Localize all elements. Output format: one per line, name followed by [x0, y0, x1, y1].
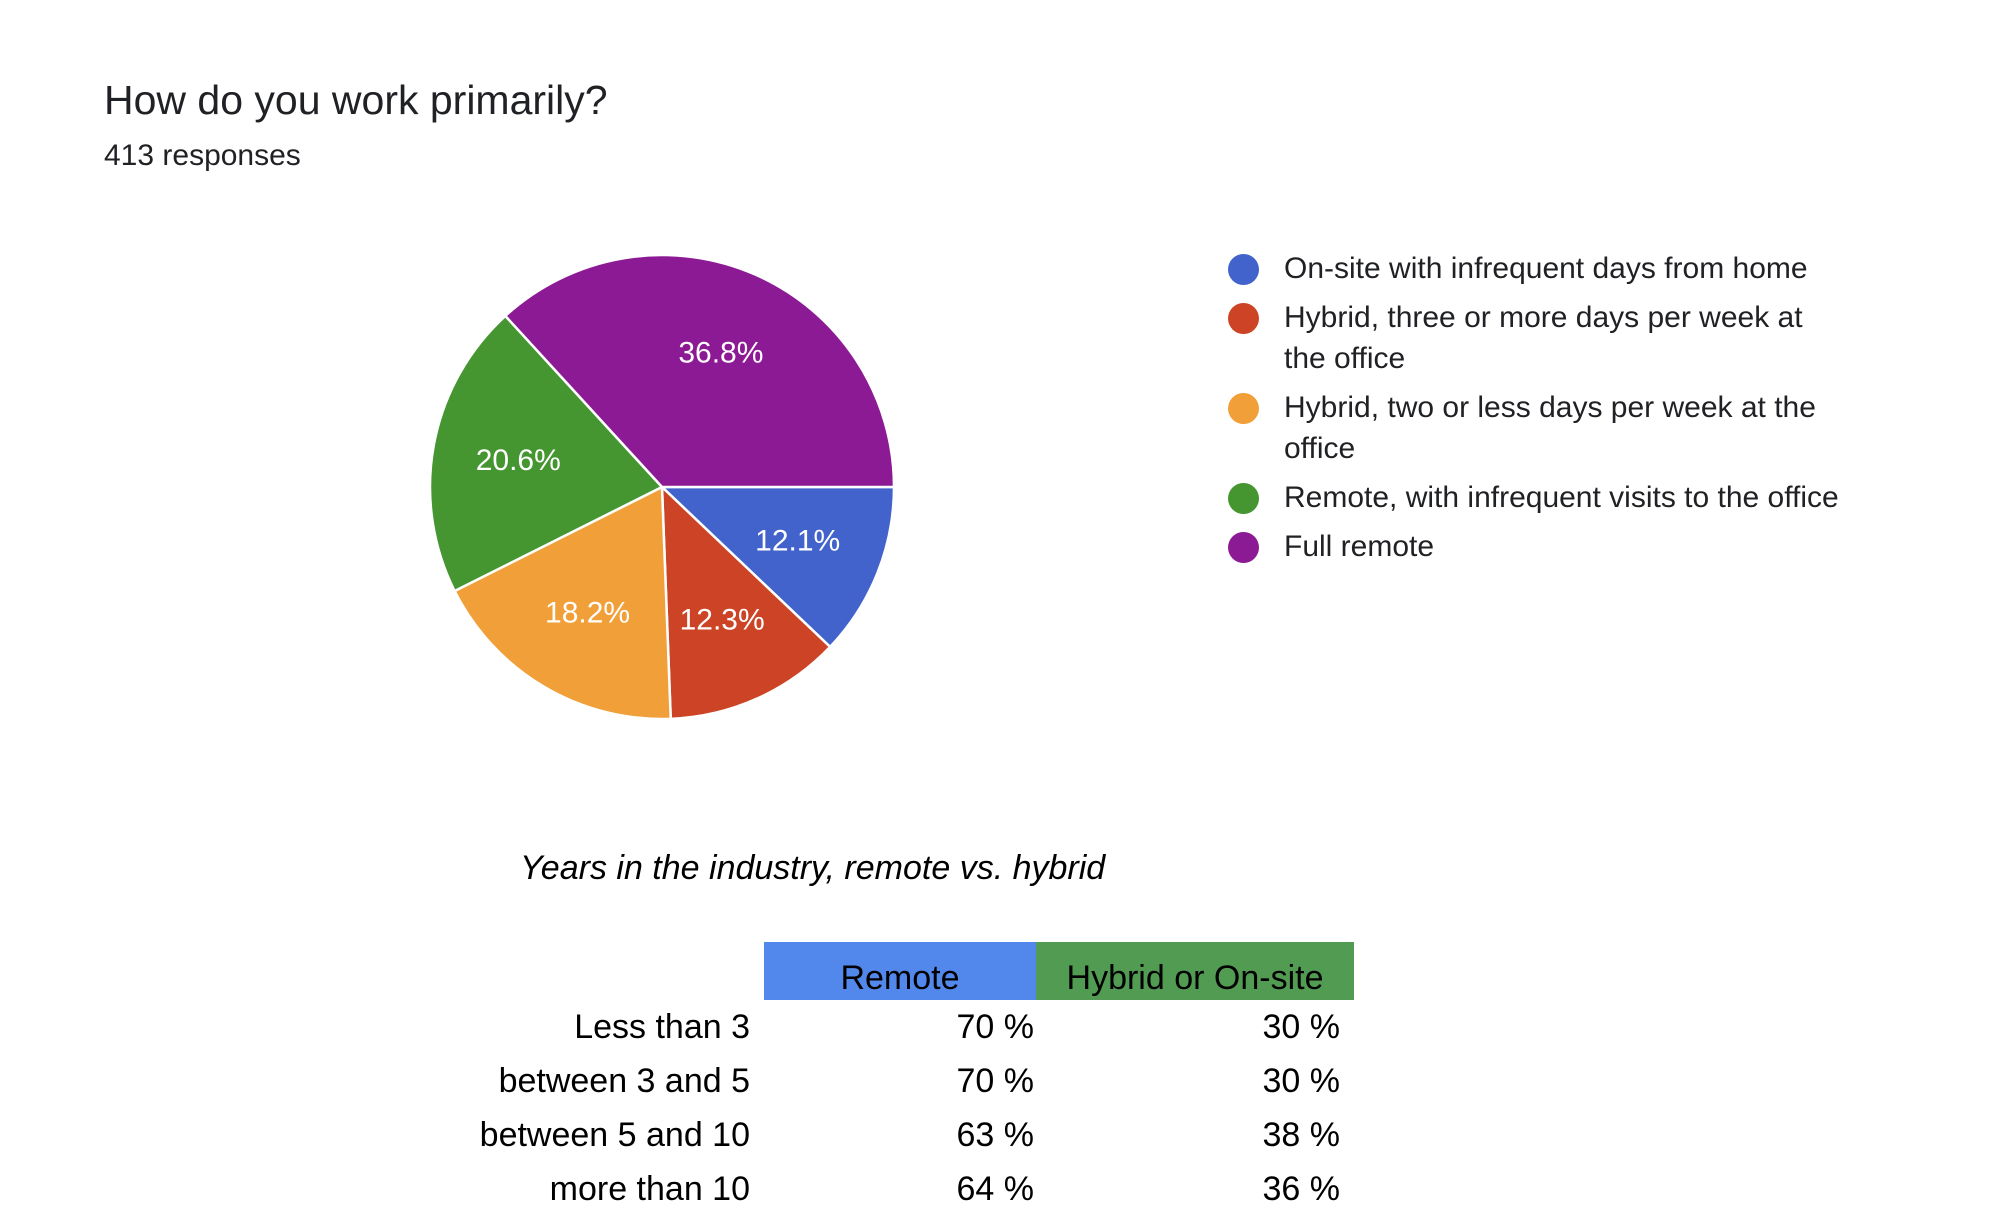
hybrid-value: 36 % [1262, 1169, 1341, 1208]
remote-value: 63 % [956, 1115, 1035, 1154]
remote-value: 70 % [956, 1007, 1035, 1046]
pie-value-label: 12.3% [680, 604, 765, 637]
row-label: Less than 3 [574, 1007, 750, 1046]
pie-value-label: 36.8% [678, 337, 763, 370]
column-header-remote: Remote [764, 942, 1036, 1000]
row-label: between 3 and 5 [498, 1061, 750, 1100]
table-title: Years in the industry, remote vs. hybrid [520, 849, 1106, 887]
table-row: more than 10 64 % 36 % [440, 1162, 1354, 1216]
legend-label: Remote, with infrequent visits to the of… [1284, 481, 1839, 514]
legend-label: Hybrid, three or more days per week at t… [1284, 301, 1803, 375]
legend-swatch [1228, 393, 1259, 424]
table-row: between 5 and 10 63 % 38 % [440, 1108, 1354, 1162]
legend-item-on-site[interactable]: On-site with infrequent days from home [1228, 248, 1848, 289]
remote-value: 70 % [956, 1061, 1035, 1100]
pie-slice-2[interactable] [453, 485, 672, 721]
legend-swatch [1228, 483, 1259, 514]
table-row: Less than 3 70 % 30 % [440, 1000, 1354, 1054]
chart-title: How do you work primarily? [104, 77, 608, 123]
legend-swatch [1228, 254, 1259, 285]
legend-swatch [1228, 532, 1259, 563]
chart-legend: On-site with infrequent days from home H… [1228, 248, 1848, 575]
remote-value: 64 % [956, 1169, 1035, 1208]
hybrid-value: 30 % [1262, 1007, 1341, 1046]
legend-item-hybrid-three-plus[interactable]: Hybrid, three or more days per week at t… [1228, 297, 1848, 379]
legend-item-hybrid-two-or-less[interactable]: Hybrid, two or less days per week at the… [1228, 387, 1848, 469]
legend-label: Hybrid, two or less days per week at the… [1284, 391, 1816, 465]
hybrid-value: 30 % [1262, 1061, 1341, 1100]
hybrid-value: 38 % [1262, 1115, 1341, 1154]
pie-value-label: 18.2% [545, 596, 630, 629]
table-header-row: Remote Hybrid or On-site [440, 942, 1354, 1000]
legend-swatch [1228, 303, 1259, 334]
response-count: 413 responses [104, 139, 301, 172]
years-table: Remote Hybrid or On-site Less than 3 70 … [440, 942, 1354, 1216]
row-label: between 5 and 10 [479, 1115, 750, 1154]
pie-slice-0[interactable] [660, 485, 896, 649]
pie-slice-4[interactable] [504, 253, 896, 489]
legend-label: On-site with infrequent days from home [1284, 252, 1808, 285]
table-row: between 3 and 5 70 % 30 % [440, 1054, 1354, 1108]
pie-slice-3[interactable] [428, 314, 664, 593]
row-label: more than 10 [549, 1169, 750, 1208]
pie-value-label: 20.6% [476, 444, 561, 477]
legend-label: Full remote [1284, 530, 1435, 563]
pie-value-label: 12.1% [755, 525, 840, 558]
column-header-hybrid: Hybrid or On-site [1036, 942, 1354, 1000]
legend-item-remote-infrequent[interactable]: Remote, with infrequent visits to the of… [1228, 477, 1848, 518]
pie-chart: 12.1% 12.3% 18.2% 20.6% 36.8% [428, 253, 896, 721]
legend-item-full-remote[interactable]: Full remote [1228, 526, 1848, 567]
pie-slice-1[interactable] [660, 485, 832, 721]
